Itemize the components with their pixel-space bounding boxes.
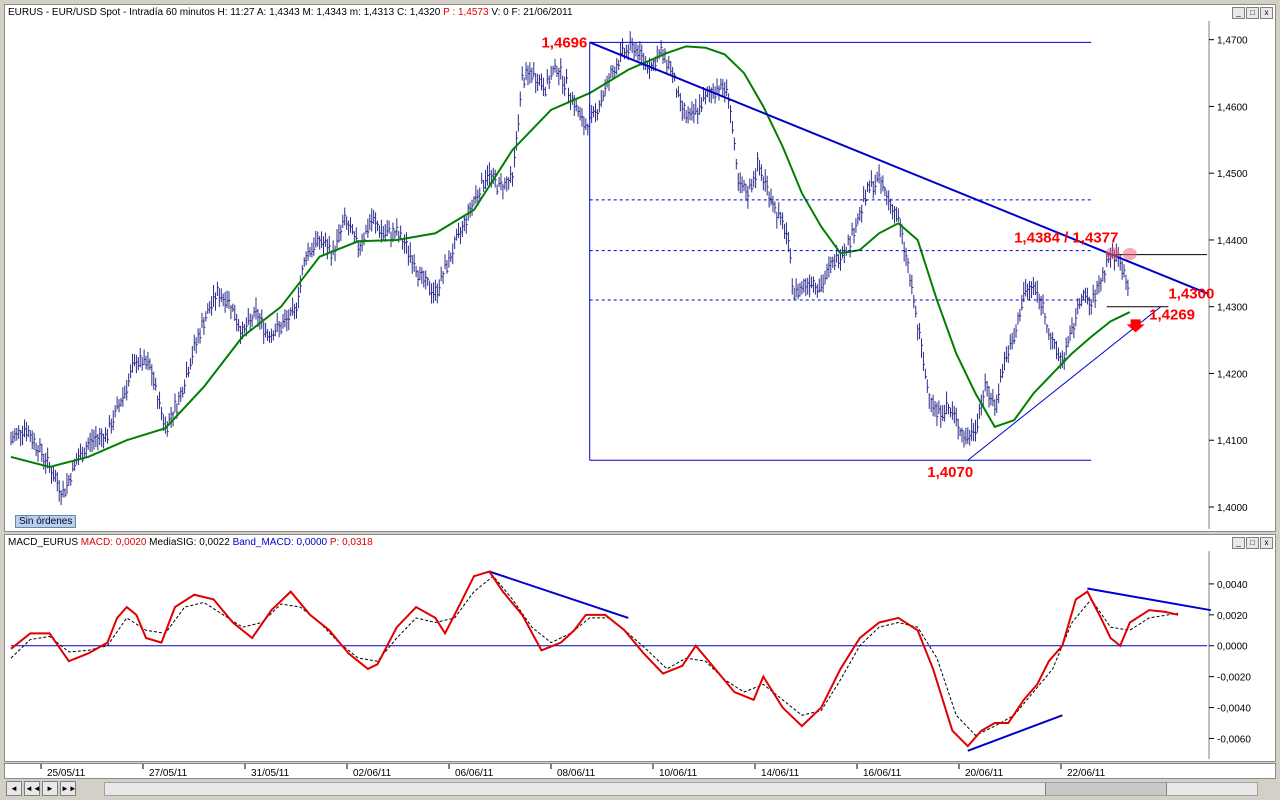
macd-divergence-line-3	[1087, 587, 1212, 612]
macd-close-button[interactable]: x	[1260, 537, 1273, 549]
price-y-tick-label-1: 1,4100	[1217, 436, 1248, 447]
macd-maximize-button[interactable]: □	[1246, 537, 1259, 549]
hour-value: H: 11:27	[217, 7, 255, 18]
price-y-tick-label-5: 1,4500	[1217, 169, 1248, 180]
annotation-label-1: 1,4070	[927, 464, 973, 481]
scroll-track[interactable]	[104, 782, 1258, 796]
macd-window-buttons: _ □ x	[1232, 537, 1273, 549]
chart-scrollbar[interactable]: ◄ ◄◄ ► ►►	[4, 780, 1276, 796]
macd-p-value: P: 0,0318	[329, 537, 373, 548]
open-value: A: 1,4343	[256, 7, 300, 18]
macd-panel[interactable]: MACD_EURUS MACD: 0,0020 MediaSIG: 0,0022…	[4, 534, 1276, 762]
scroll-start-button[interactable]: ◄	[6, 781, 22, 796]
price-y-tick-label-3: 1,4300	[1217, 303, 1248, 314]
price-chart-titlebar: EURUS - EUR/USD Spot - Intradía 60 minut…	[8, 7, 573, 18]
no-orders-button[interactable]: Sin órdenes	[15, 515, 77, 528]
macd-titlebar: MACD_EURUS MACD: 0,0020 MediaSIG: 0,0022…	[5, 535, 1275, 551]
annotation-label-0: 1,4696	[541, 34, 587, 51]
annotation-label-2: 1,4384 / 1,4377	[1014, 230, 1118, 247]
time-axis-svg: 25/05/11 27/05/11 31/05/11 02/06/11 06/06/11…	[40, 764, 1106, 778]
down-arrow-icon	[1126, 319, 1145, 333]
time-tick-label-9: 20/06/11	[965, 768, 1004, 778]
close-button[interactable]: x	[1260, 7, 1273, 19]
symbol-label: EURUS	[8, 7, 44, 18]
macd-y-tick-label-5: 0,0040	[1217, 580, 1248, 591]
price-y-tick-label-7: 1,4700	[1217, 36, 1248, 47]
band-value: Band_MACD: 0,0000	[232, 537, 328, 548]
time-tick-label-8: 16/06/11	[863, 768, 902, 778]
volume-value: V: 0	[491, 7, 509, 18]
macd-value: MACD: 0,0020	[80, 537, 147, 548]
macd-divergence-line-2	[967, 714, 1063, 752]
annotation-label-4: 1,4269	[1149, 306, 1195, 323]
macd-y-tick-label-2: -0,0020	[1217, 673, 1251, 684]
scroll-thumb[interactable]	[1045, 783, 1167, 795]
price-chart-panel[interactable]: EURUS - EUR/USD Spot - Intradía 60 minut…	[4, 4, 1276, 532]
price-y-tick-label-2: 1,4200	[1217, 369, 1248, 380]
time-tick-label-6: 10/06/11	[659, 768, 698, 778]
scroll-end-button[interactable]: ►►	[60, 781, 77, 796]
macd-y-tick-label-3: 0,0000	[1217, 642, 1248, 653]
time-tick-label-10: 22/06/11	[1067, 768, 1106, 778]
double-top-marker-1	[1122, 247, 1137, 260]
time-tick-label-2: 31/05/11	[251, 768, 290, 778]
time-tick-label-5: 08/06/11	[557, 768, 596, 778]
p-value: P : 1,4573	[443, 7, 489, 18]
macd-y-tick-label-4: 0,0020	[1217, 611, 1248, 622]
drawn-trend-line-0	[589, 41, 1208, 295]
macd-chart-svg[interactable]: -0,0060 -0,0040 -0,0020 0,0000 0,0020 0,0040	[5, 535, 1275, 761]
instrument-description: EUR/USD Spot - Intradía 60 minutos	[51, 7, 215, 18]
maximize-button[interactable]: □	[1246, 7, 1259, 19]
time-tick-label-4: 06/06/11	[455, 768, 494, 778]
scroll-forward-button[interactable]: ►	[42, 781, 58, 796]
macd-line	[10, 570, 1179, 748]
time-tick-label-1: 27/05/11	[149, 768, 188, 778]
high-value: M: 1,4343	[302, 7, 347, 18]
price-y-tick-label-6: 1,4600	[1217, 102, 1248, 113]
double-top-marker-0	[1105, 247, 1120, 260]
close-value: C: 1,4320	[396, 7, 441, 18]
macd-divergence-line-1	[489, 570, 629, 619]
signal-line	[10, 575, 1179, 736]
price-y-tick-label-4: 1,4400	[1217, 236, 1248, 247]
time-tick-label-3: 02/06/11	[353, 768, 392, 778]
drawn-support-line-6	[967, 306, 1162, 461]
low-value: m: 1,4313	[349, 7, 395, 18]
time-tick-label-0: 25/05/11	[47, 768, 86, 778]
minimize-button[interactable]: _	[1232, 7, 1245, 19]
macd-name: MACD_EURUS	[8, 537, 79, 548]
macd-y-tick-label-0: -0,0060	[1217, 734, 1251, 745]
moving-average-line	[10, 45, 1131, 468]
signal-value: MediaSIG: 0,0022	[149, 537, 230, 548]
annotation-label-3: 1,4300	[1168, 286, 1214, 303]
time-axis: 25/05/11 27/05/11 31/05/11 02/06/11 06/06/11…	[4, 763, 1276, 779]
price-y-tick-label-0: 1,4000	[1217, 503, 1248, 514]
macd-minimize-button[interactable]: _	[1232, 537, 1245, 549]
time-tick-label-7: 14/06/11	[761, 768, 800, 778]
scroll-back-button[interactable]: ◄◄	[24, 781, 41, 796]
date-value: F: 21/06/2011	[511, 7, 573, 18]
price-window-buttons: _ □ x	[1232, 7, 1273, 19]
macd-y-tick-label-1: -0,0040	[1217, 704, 1251, 715]
price-chart-svg[interactable]: 1,4000 1,4100 1,4200 1,4300 1,4400 1,4500 1,46…	[5, 5, 1275, 531]
